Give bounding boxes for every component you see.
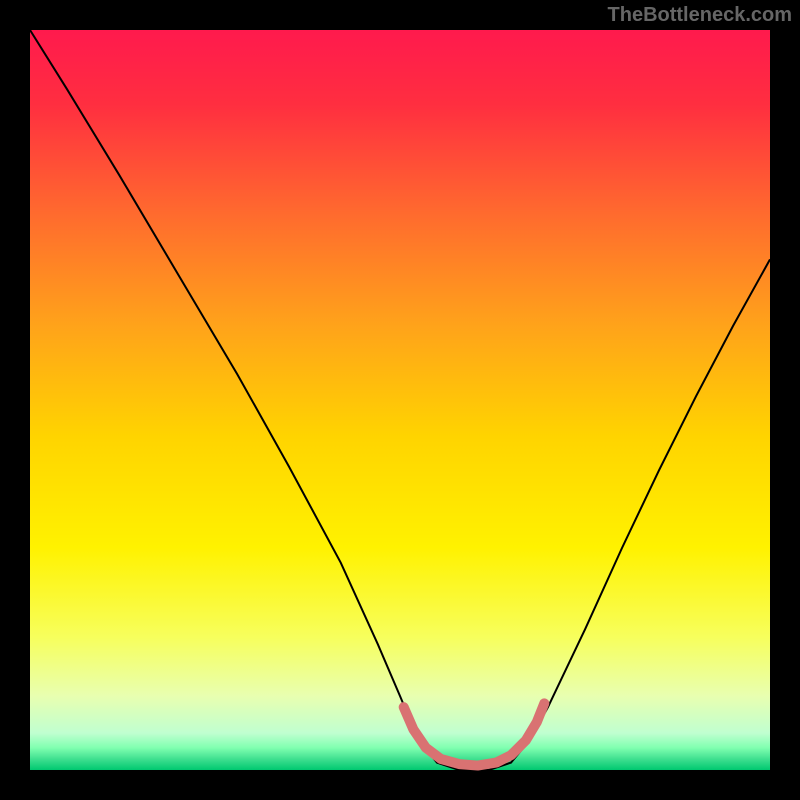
watermark-text: TheBottleneck.com: [608, 4, 792, 27]
chart-container: TheBottleneck.com: [0, 0, 800, 800]
plot-background: [30, 30, 770, 770]
chart-svg: [0, 0, 800, 800]
